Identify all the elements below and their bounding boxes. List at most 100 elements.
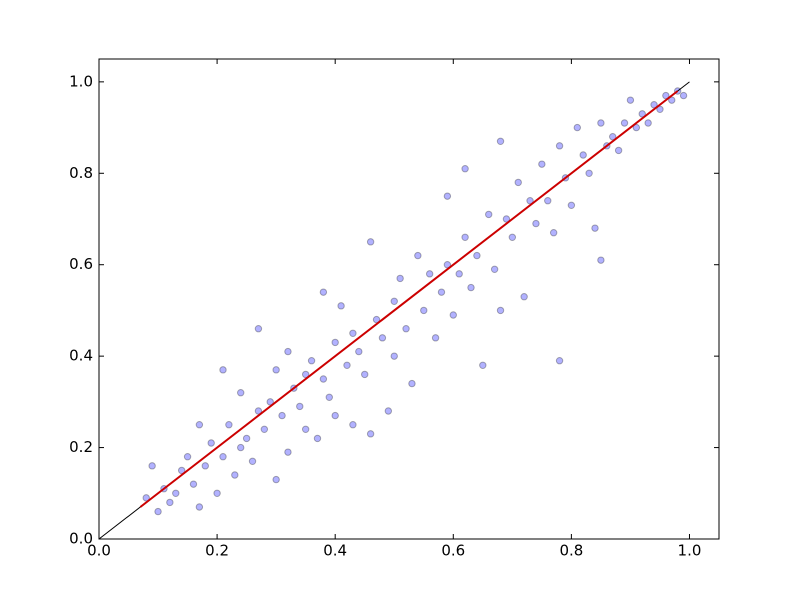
point [443, 261, 452, 269]
point [609, 133, 617, 141]
point [514, 178, 522, 187]
point [148, 462, 156, 470]
point [343, 361, 351, 369]
x-tick-label: 0.8 [559, 542, 583, 560]
point [284, 347, 292, 356]
point [166, 498, 174, 507]
point [231, 471, 239, 479]
point [526, 197, 534, 205]
point [260, 425, 269, 433]
point [414, 251, 422, 260]
point [644, 119, 652, 127]
point [496, 306, 505, 315]
point [544, 197, 552, 205]
point [319, 375, 328, 383]
point [225, 421, 233, 429]
point [207, 439, 215, 447]
point [296, 402, 304, 411]
point [461, 165, 469, 173]
point [532, 219, 540, 228]
point [242, 434, 251, 443]
point [420, 306, 428, 315]
point [172, 489, 180, 497]
point [490, 265, 499, 273]
point [668, 96, 676, 104]
point [597, 119, 605, 127]
point [313, 434, 322, 443]
point [254, 325, 263, 333]
y-tick-label: 0.2 [69, 438, 93, 456]
x-tick-label: 0.2 [205, 542, 229, 560]
point [638, 110, 646, 118]
point [278, 411, 286, 420]
point [502, 215, 511, 223]
point [508, 233, 517, 241]
point [301, 425, 310, 433]
point [597, 256, 605, 264]
point [591, 224, 599, 232]
point [195, 503, 204, 511]
point [384, 407, 393, 415]
y-tick-label: 0.0 [69, 530, 93, 548]
point [189, 480, 198, 488]
point [154, 507, 162, 516]
point [555, 142, 564, 150]
point [237, 443, 245, 452]
point [632, 123, 641, 132]
point [195, 421, 204, 429]
point [390, 297, 398, 305]
point [620, 119, 629, 127]
point [272, 475, 280, 484]
point [473, 251, 481, 260]
point [408, 379, 416, 388]
point [177, 466, 186, 475]
point [331, 411, 339, 420]
line [139, 90, 679, 508]
point [614, 146, 623, 155]
point [662, 91, 670, 100]
point [331, 338, 339, 347]
point [579, 151, 587, 159]
point [656, 105, 664, 113]
point [396, 274, 404, 283]
point [325, 393, 333, 401]
point [142, 494, 150, 502]
point [219, 366, 227, 374]
point [390, 352, 398, 360]
point [520, 293, 528, 301]
point [567, 201, 576, 209]
x-tick-label: 0.0 [87, 542, 111, 560]
point [549, 229, 558, 237]
y-tick-label: 1.0 [69, 72, 93, 90]
point [425, 270, 434, 278]
point [496, 137, 505, 145]
point [183, 453, 192, 461]
point [467, 283, 475, 292]
point [443, 192, 452, 200]
point [284, 448, 292, 456]
point [402, 325, 410, 333]
point [254, 407, 263, 415]
point [272, 366, 280, 374]
point [650, 101, 658, 109]
point [455, 270, 463, 278]
point [219, 453, 227, 461]
point [337, 302, 345, 310]
x-tick-label: 0.6 [441, 542, 465, 560]
point [301, 370, 310, 379]
point [573, 123, 581, 132]
point [237, 389, 245, 397]
point [449, 311, 457, 319]
point [626, 96, 635, 104]
plot-frame [98, 58, 720, 540]
point [201, 462, 209, 470]
point [585, 169, 593, 177]
y-tick-label: 0.8 [69, 164, 93, 182]
point [461, 233, 469, 241]
point [372, 315, 381, 324]
point [479, 361, 487, 369]
point [679, 91, 688, 100]
point [319, 288, 328, 296]
point [248, 457, 257, 465]
